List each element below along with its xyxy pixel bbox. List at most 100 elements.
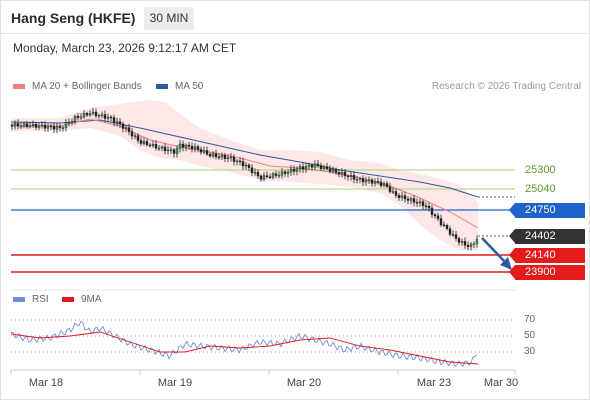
candle	[34, 121, 38, 130]
candle	[466, 241, 470, 251]
candle	[421, 199, 425, 210]
candle	[460, 238, 464, 246]
candle	[358, 176, 362, 184]
resistance2-tag: 25300	[525, 164, 556, 176]
candle	[259, 174, 263, 182]
candle	[19, 122, 23, 129]
candle	[322, 164, 326, 171]
candle	[49, 123, 53, 131]
rsi-tick-70: 70	[524, 314, 536, 325]
candle	[241, 157, 245, 170]
candle	[406, 196, 410, 205]
pivot-tag: 24750	[509, 203, 585, 218]
candle	[277, 171, 281, 179]
candle	[433, 213, 437, 219]
interval-button[interactable]: 30 MIN	[144, 7, 194, 30]
candle	[442, 221, 446, 228]
candle	[307, 162, 311, 170]
candle	[130, 127, 134, 140]
ma50-line	[10, 119, 479, 198]
candle	[289, 165, 293, 176]
candle	[364, 176, 368, 186]
candle	[325, 163, 329, 171]
candle	[409, 196, 413, 205]
candle	[361, 175, 365, 186]
candle	[439, 214, 443, 228]
candle	[208, 151, 212, 158]
candle	[457, 236, 461, 246]
candle	[301, 162, 305, 174]
candle	[382, 181, 386, 188]
candle	[340, 168, 344, 178]
candle	[73, 114, 77, 125]
candle	[10, 123, 14, 130]
candle	[475, 235, 479, 248]
candle	[181, 140, 185, 152]
candle	[310, 162, 314, 171]
down-arrow-icon	[481, 237, 512, 270]
candle	[211, 151, 215, 159]
candle	[184, 143, 188, 152]
bollinger-fill	[11, 100, 478, 250]
candle	[55, 122, 59, 134]
candle	[238, 157, 242, 166]
candle	[193, 142, 197, 153]
legend-ma50-label: MA 50	[175, 81, 204, 92]
candle	[394, 188, 398, 199]
candle	[334, 167, 338, 176]
candle	[391, 187, 395, 194]
legend-rsi-ma-label: 9MA	[81, 294, 102, 305]
candle	[298, 164, 302, 173]
candle	[118, 117, 122, 129]
candle	[94, 108, 98, 119]
candle	[220, 152, 224, 161]
candle	[178, 140, 182, 153]
timestamp: Monday, March 23, 2026 9:12:17 AM CET	[13, 41, 237, 55]
legend-rsi-label: RSI	[32, 294, 49, 305]
candle	[388, 182, 392, 194]
candle	[313, 160, 317, 171]
legend-bollinger-label: MA 20 + Bollinger Bands	[32, 81, 142, 92]
candle	[121, 121, 125, 133]
candle	[373, 178, 377, 187]
candle	[472, 241, 476, 249]
candle	[415, 198, 419, 207]
x-label-mar20: Mar 20	[286, 377, 322, 389]
candle	[352, 171, 356, 184]
candle	[454, 230, 458, 242]
candle	[244, 161, 248, 170]
candle	[445, 223, 449, 231]
candle	[262, 172, 266, 182]
rsi-tick-30: 30	[524, 346, 536, 357]
candle	[58, 123, 62, 132]
candle	[79, 112, 83, 121]
rsi-tick-50: 50	[524, 330, 536, 341]
candle	[46, 123, 50, 132]
ma50-swatch-icon	[156, 84, 168, 89]
candle	[268, 173, 272, 180]
candle	[280, 168, 284, 179]
candle	[343, 169, 347, 180]
candlesticks	[10, 108, 479, 251]
candle	[205, 146, 209, 156]
candle	[40, 121, 44, 129]
candle	[148, 142, 152, 148]
candle	[400, 191, 404, 202]
candle	[232, 154, 236, 166]
candle	[103, 110, 107, 122]
x-axis-ticks	[10, 370, 516, 375]
candle	[304, 162, 308, 173]
candle	[385, 180, 389, 189]
candle	[271, 171, 275, 180]
candle	[112, 114, 116, 127]
candle	[22, 121, 26, 129]
candle	[256, 169, 260, 179]
support2-tag: 23900	[509, 265, 585, 280]
candle	[88, 110, 92, 117]
candle	[97, 113, 101, 119]
support1-tag: 24140	[509, 248, 585, 263]
candle	[448, 225, 452, 237]
candle	[16, 119, 20, 130]
candle	[214, 149, 218, 160]
candle	[25, 120, 29, 129]
